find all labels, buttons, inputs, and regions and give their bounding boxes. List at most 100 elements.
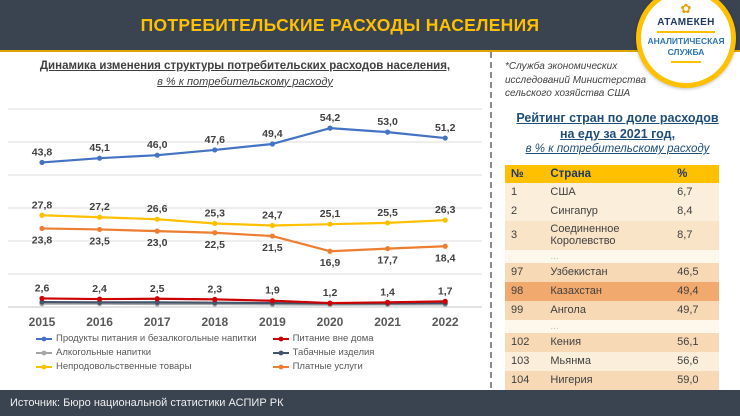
rank-cell: 3	[505, 220, 545, 250]
svg-text:53,0: 53,0	[377, 116, 398, 128]
logo-divider	[657, 31, 715, 33]
svg-text:2020: 2020	[317, 315, 344, 329]
table-row: 104 Нигерия 59,0	[505, 370, 719, 390]
svg-text:1,4: 1,4	[380, 287, 395, 299]
svg-text:46,0: 46,0	[147, 140, 168, 152]
legend-marker-icon	[272, 364, 289, 370]
atameken-logo: ✿ АТАМЕКЕН АНАЛИТИЧЕСКАЯ СЛУЖБА	[636, 0, 736, 88]
logo-unit-line2: СЛУЖБА	[667, 47, 705, 58]
chart-pane: Динамика изменения структуры потребитель…	[0, 52, 490, 390]
table-row: 97 Узбекистан 46,5	[505, 262, 719, 282]
table-row: 103 Мьянма 56,6	[505, 351, 719, 371]
table-title: Рейтинг стран по доле расходов на еду за…	[505, 110, 730, 157]
legend-label: Непродовольственные товары	[56, 361, 192, 373]
table-row: 99 Ангола 49,7	[505, 300, 719, 320]
column-header-rank: №	[505, 164, 545, 183]
header-band: ПОТРЕБИТЕЛЬСКИЕ РАСХОДЫ НАСЕЛЕНИЯ	[0, 0, 740, 52]
legend-label: Табачные изделия	[292, 347, 375, 359]
svg-text:2,3: 2,3	[207, 284, 222, 296]
legend-marker-icon	[36, 336, 52, 342]
legend-label: Питание вне дома	[292, 333, 374, 345]
svg-text:18,4: 18,4	[435, 253, 456, 265]
logo-divider	[671, 61, 701, 64]
country-cell: Ангола	[544, 300, 672, 320]
source-note: Источник: Бюро национальной статистики А…	[10, 397, 284, 409]
legend-marker-icon	[272, 350, 289, 356]
percent-cell	[671, 319, 719, 333]
side-panel: *Служба экономических исследований Минис…	[490, 52, 740, 390]
flower-emblem-icon: ✿	[680, 1, 692, 16]
svg-text:2015: 2015	[29, 315, 56, 329]
rank-cell: 98	[505, 281, 545, 301]
svg-text:54,2: 54,2	[320, 112, 341, 124]
svg-text:23,5: 23,5	[89, 236, 110, 248]
legend-marker-icon	[36, 350, 52, 356]
table-header-row: № Страна %	[505, 164, 719, 183]
legend-item: Продукты питания и безалкогольные напитк…	[36, 333, 257, 344]
country-cell: Кения	[544, 332, 672, 352]
spending-structure-line-chart: 43,8 45,1 46,0 47,6 49,4 54,2 53,0 51,2 27,8 27,2…	[8, 108, 482, 329]
svg-text:1,9: 1,9	[265, 285, 280, 297]
svg-text:47,6: 47,6	[205, 134, 226, 146]
legend-item: Табачные изделия	[272, 347, 375, 359]
svg-text:21,5: 21,5	[262, 242, 283, 254]
country-cell: Соединенное Королевство	[544, 220, 672, 250]
logo-unit-line1: АНАЛИТИЧЕСКАЯ	[647, 36, 725, 46]
legend-label: Продукты питания и безалкогольные напитк…	[56, 333, 257, 345]
footer-band: Источник: Бюро национальной статистики А…	[0, 390, 740, 416]
table-title-line3: в % к потребительскому расходу	[525, 143, 710, 155]
svg-text:2017: 2017	[144, 315, 171, 329]
svg-text:1,7: 1,7	[438, 286, 453, 298]
percent-cell: 46,5	[671, 262, 719, 282]
svg-text:2021: 2021	[374, 315, 401, 329]
country-cell: Мьянма	[544, 351, 672, 371]
legend-marker-icon	[36, 364, 52, 370]
svg-text:2016: 2016	[86, 315, 113, 329]
country-cell: Нигерия	[544, 370, 672, 390]
svg-text:26,6: 26,6	[147, 204, 168, 216]
legend-label: Алкогольные напитки	[56, 347, 152, 359]
svg-text:23,8: 23,8	[32, 235, 53, 247]
svg-text:2019: 2019	[259, 315, 286, 329]
svg-text:2,6: 2,6	[35, 283, 50, 295]
percent-cell	[671, 249, 719, 263]
legend-item: Питание вне дома	[272, 333, 375, 345]
country-cell: ...	[544, 249, 672, 263]
rank-cell: 104	[505, 370, 545, 390]
rank-cell: 102	[505, 332, 545, 352]
chart-title-line2: в % к потребительскому расходу	[157, 75, 333, 88]
percent-cell: 56,1	[671, 332, 719, 352]
percent-cell: 8,7	[671, 220, 719, 250]
table-row: 2 Сингапур 8,4	[505, 201, 719, 221]
legend-column: Питание вне дома Табачные изделия Платные …	[272, 333, 375, 372]
svg-text:51,2: 51,2	[435, 122, 456, 134]
rank-cell: 99	[505, 300, 545, 320]
svg-text:45,1: 45,1	[89, 143, 110, 155]
percent-cell: 56,6	[671, 351, 719, 371]
country-cell: Сингапур	[544, 201, 672, 221]
country-cell: ...	[544, 319, 672, 333]
table-row-kazakhstan-highlight: 98 Казахстан 49,4	[505, 281, 719, 301]
percent-cell: 8,4	[671, 201, 719, 221]
svg-text:27,2: 27,2	[89, 202, 110, 214]
chart-title: Динамика изменения структуры потребитель…	[0, 59, 490, 89]
svg-text:23,0: 23,0	[147, 237, 168, 249]
svg-text:1,2: 1,2	[323, 287, 338, 299]
table-row: 1 США 6,7	[505, 182, 719, 202]
rank-cell	[505, 249, 545, 263]
table-gap-row: ...	[505, 249, 719, 263]
page-title: ПОТРЕБИТЕЛЬСКИЕ РАСХОДЫ НАСЕЛЕНИЯ	[140, 15, 540, 35]
svg-text:24,7: 24,7	[262, 210, 283, 222]
svg-text:2022: 2022	[432, 315, 459, 329]
svg-text:25,3: 25,3	[205, 208, 226, 220]
table-gap-row: ...	[505, 319, 719, 333]
svg-text:26,3: 26,3	[435, 205, 456, 217]
content-area: Динамика изменения структуры потребитель…	[0, 52, 740, 390]
table-row: 102 Кения 56,1	[505, 332, 719, 352]
svg-text:16,9: 16,9	[320, 258, 341, 270]
svg-text:25,5: 25,5	[377, 207, 398, 219]
country-food-share-table: № Страна % 1 США 6,7 2 Сингапур 8,4 3 Соедине…	[505, 164, 719, 390]
table-row: 3 Соединенное Королевство 8,7	[505, 220, 719, 250]
legend-column: Продукты питания и безалкогольные напитк…	[36, 333, 257, 372]
chart-legend: Продукты питания и безалкогольные напитк…	[36, 333, 490, 372]
